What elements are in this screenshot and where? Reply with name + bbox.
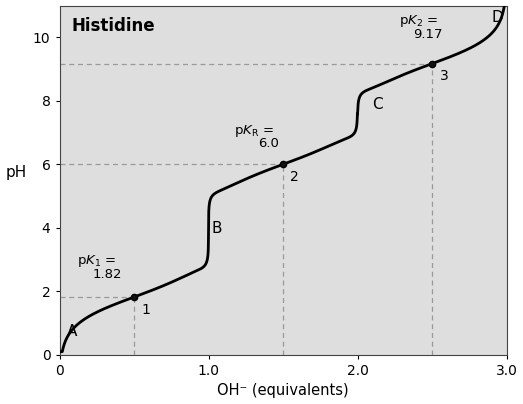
Text: 9.17: 9.17 bbox=[413, 28, 442, 41]
Y-axis label: pH: pH bbox=[6, 165, 27, 180]
Text: p$K_\mathrm{R}$ =: p$K_\mathrm{R}$ = bbox=[234, 123, 274, 139]
Text: 1.82: 1.82 bbox=[92, 267, 122, 280]
Text: A: A bbox=[67, 324, 77, 339]
X-axis label: OH⁻ (equivalents): OH⁻ (equivalents) bbox=[217, 383, 349, 398]
Text: p$K_1$ =: p$K_1$ = bbox=[77, 253, 117, 269]
Text: D: D bbox=[492, 11, 504, 25]
Text: 1: 1 bbox=[141, 303, 150, 317]
Text: Histidine: Histidine bbox=[72, 17, 155, 35]
Text: 6.0: 6.0 bbox=[258, 137, 279, 150]
Text: B: B bbox=[211, 221, 222, 236]
Text: 3: 3 bbox=[439, 69, 448, 83]
Text: 2: 2 bbox=[290, 170, 299, 184]
Text: p$K_2$ =: p$K_2$ = bbox=[399, 13, 438, 29]
Text: C: C bbox=[372, 97, 383, 112]
